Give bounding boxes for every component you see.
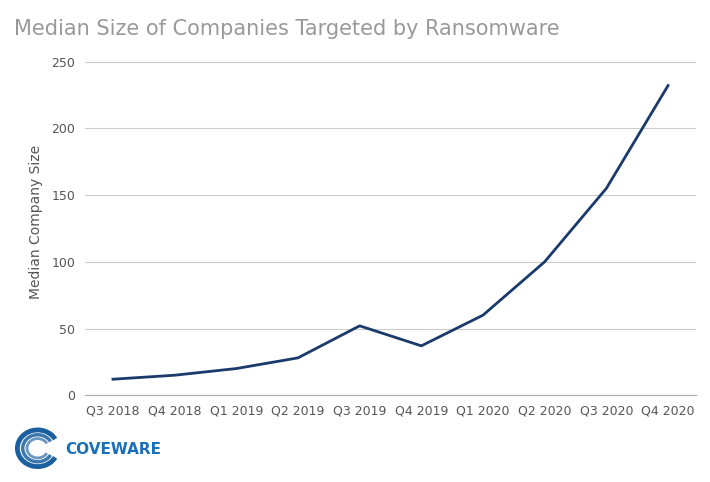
Text: COVEWARE: COVEWARE xyxy=(65,442,161,457)
Text: Median Size of Companies Targeted by Ransomware: Median Size of Companies Targeted by Ran… xyxy=(14,19,559,39)
Y-axis label: Median Company Size: Median Company Size xyxy=(29,145,43,299)
